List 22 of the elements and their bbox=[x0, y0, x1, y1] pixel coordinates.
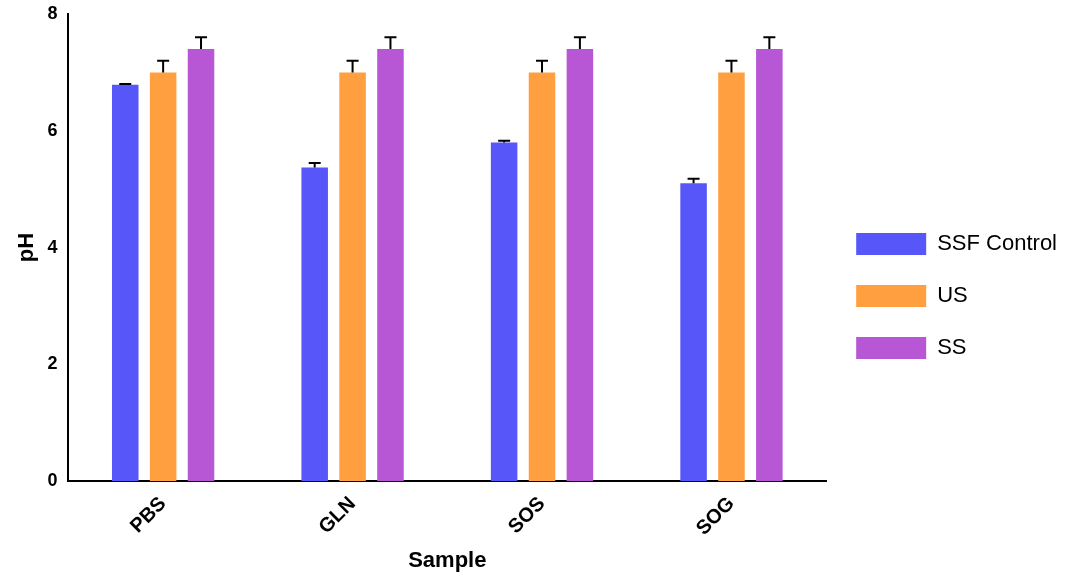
bar bbox=[377, 49, 404, 482]
y-tick-label: 2 bbox=[47, 353, 58, 374]
x-axis-title: Sample bbox=[408, 546, 487, 572]
y-tick-label: 8 bbox=[47, 2, 58, 23]
legend-label: SS bbox=[937, 334, 967, 360]
bar bbox=[718, 72, 745, 482]
bar bbox=[187, 49, 215, 482]
y-tick-label: 4 bbox=[47, 236, 58, 257]
legend-label: US bbox=[937, 282, 968, 308]
bar bbox=[490, 142, 518, 482]
y-tick-label: 6 bbox=[47, 119, 58, 140]
bar bbox=[149, 72, 177, 482]
bar bbox=[680, 183, 707, 482]
bar bbox=[339, 72, 366, 482]
bar bbox=[301, 167, 328, 482]
bar bbox=[528, 72, 556, 482]
bar bbox=[111, 84, 139, 482]
y-tick-label: 0 bbox=[47, 470, 58, 491]
y-axis-title: pH bbox=[13, 232, 39, 263]
bar bbox=[756, 49, 783, 482]
legend-label: SSF Control bbox=[937, 230, 1058, 256]
bar bbox=[566, 49, 594, 482]
